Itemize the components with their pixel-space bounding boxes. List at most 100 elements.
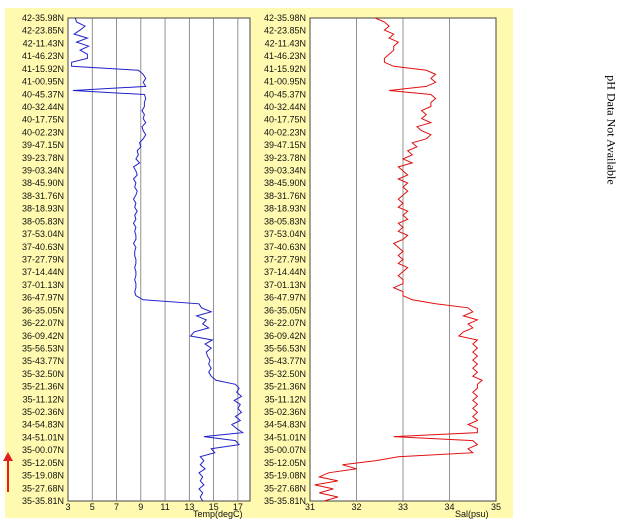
sal-latitude-label: 40-32.44N — [264, 102, 306, 112]
temperature-plot-area — [67, 17, 251, 502]
sal-latitude-label: 35-32.50N — [264, 369, 306, 379]
sal-latitude-label: 39-23.78N — [264, 153, 306, 163]
temperature-gridlines — [91, 18, 239, 501]
temp-latitude-label: 38-05.83N — [22, 216, 64, 226]
temp-latitude-label: 35-27.68N — [22, 483, 64, 493]
temp-latitude-label: 35-21.36N — [22, 382, 64, 392]
temp-latitude-label: 35-19.08N — [22, 471, 64, 481]
temp-latitude-label: 36-22.07N — [22, 318, 64, 328]
temp-latitude-label: 38-31.76N — [22, 191, 64, 201]
temp-latitude-label: 35-00.07N — [22, 445, 64, 455]
temp-x-tick-label: 11 — [160, 502, 169, 512]
sal-x-tick-label: 35 — [491, 502, 501, 512]
temp-latitude-label: 34-51.01N — [22, 432, 64, 442]
temp-latitude-label: 34-54.83N — [22, 420, 64, 430]
temp-latitude-label: 37-40.63N — [22, 242, 64, 252]
sal-latitude-label: 37-14.44N — [264, 267, 306, 277]
temp-x-tick-label: 17 — [233, 502, 243, 512]
temp-latitude-label: 36-35.05N — [22, 305, 64, 315]
temp-latitude-label: 39-23.78N — [22, 153, 64, 163]
sal-latitude-label: 37-40.63N — [264, 242, 306, 252]
sal-latitude-label: 38-31.76N — [264, 191, 306, 201]
sal-latitude-label: 42-23.85N — [264, 26, 306, 36]
sal-latitude-label: 35-21.36N — [264, 382, 306, 392]
sal-latitude-label: 36-09.42N — [264, 331, 306, 341]
sal-latitude-label: 36-47.97N — [264, 293, 306, 303]
temperature-chart: 42-35.98N 42-23.85N 42-11.43N 41-46.23N 41-1… — [22, 13, 251, 519]
temp-latitude-label: 38-45.90N — [22, 178, 64, 188]
red-up-arrow-icon — [3, 452, 13, 492]
sal-latitude-label: 38-18.93N — [264, 204, 306, 214]
temp-latitude-label: 35-02.36N — [22, 407, 64, 417]
sal-latitude-label: 35-43.77N — [264, 356, 306, 366]
temp-latitude-label: 42-35.98N — [22, 13, 64, 23]
temp-latitude-label: 42-11.43N — [23, 38, 64, 48]
sal-latitude-label: 42-11.43N — [265, 38, 306, 48]
temperature-latitude-labels: 42-35.98N 42-23.85N 42-11.43N 41-46.23N 41-1… — [22, 13, 64, 506]
salinity-latitude-labels: 42-35.98N 42-23.85N 42-11.43N 41-46.23N 41-1… — [264, 13, 306, 506]
sal-latitude-label: 40-45.37N — [264, 89, 306, 99]
sal-x-tick-label: 32 — [351, 502, 361, 512]
sal-latitude-label: 38-05.83N — [264, 216, 306, 226]
temp-latitude-label: 37-14.44N — [22, 267, 64, 277]
temp-latitude-label: 38-18.93N — [22, 204, 64, 214]
temp-latitude-label: 40-02.23N — [22, 127, 64, 137]
temp-latitude-label: 37-53.04N — [22, 229, 64, 239]
sal-latitude-label: 35-35.81N — [264, 496, 306, 506]
temp-latitude-label: 35-56.53N — [22, 343, 64, 353]
temperature-x-tick-labels: 3 5 7 9 11 13 15 17 — [65, 502, 242, 512]
temp-latitude-label: 40-17.75N — [22, 115, 64, 125]
sal-latitude-label: 38-45.90N — [264, 178, 306, 188]
temp-x-tick-label: 3 — [65, 502, 70, 512]
sal-latitude-label: 36-22.07N — [264, 318, 306, 328]
sal-x-tick-label: 34 — [444, 502, 454, 512]
sal-latitude-label: 35-27.68N — [264, 483, 306, 493]
temp-latitude-label: 35-12.05N — [22, 458, 64, 468]
sal-latitude-label: 40-17.75N — [264, 115, 306, 125]
salinity-chart: 42-35.98N 42-23.85N 42-11.43N 41-46.23N 41-1… — [264, 13, 501, 519]
sal-latitude-label: 34-54.83N — [264, 420, 306, 430]
temperature-x-axis-title: Temp(degC) — [193, 509, 243, 519]
sal-latitude-label: 41-46.23N — [264, 51, 306, 61]
sal-latitude-label: 37-01.13N — [264, 280, 306, 290]
sal-latitude-label: 42-35.98N — [264, 13, 306, 23]
sal-latitude-label: 35-19.08N — [264, 471, 306, 481]
temp-latitude-label: 40-32.44N — [22, 102, 64, 112]
sal-latitude-label: 35-12.05N — [264, 458, 306, 468]
temp-x-tick-label: 13 — [184, 502, 194, 512]
sal-latitude-label: 40-02.23N — [264, 127, 306, 137]
temp-latitude-label: 35-11.12N — [23, 394, 64, 404]
temp-latitude-label: 41-15.92N — [22, 64, 64, 74]
sal-latitude-label: 39-03.34N — [264, 166, 306, 176]
temp-latitude-label: 36-09.42N — [22, 331, 64, 341]
sal-latitude-label: 35-11.12N — [265, 394, 306, 404]
sal-x-tick-label: 33 — [398, 502, 408, 512]
temp-latitude-label: 35-43.77N — [22, 356, 64, 366]
temp-latitude-label: 40-45.37N — [22, 89, 64, 99]
temp-x-tick-label: 9 — [138, 502, 143, 512]
sal-latitude-label: 41-00.95N — [264, 77, 306, 87]
temp-latitude-label: 39-47.15N — [22, 140, 64, 150]
salinity-series-line — [314, 17, 484, 502]
temp-x-tick-label: 5 — [90, 502, 95, 512]
temp-latitude-label: 41-00.95N — [22, 77, 64, 87]
temp-latitude-label: 36-47.97N — [22, 293, 64, 303]
temp-latitude-label: 37-01.13N — [22, 280, 64, 290]
sal-latitude-label: 34-51.01N — [264, 432, 306, 442]
temp-x-tick-label: 15 — [209, 502, 219, 512]
temp-x-tick-label: 7 — [114, 502, 119, 512]
sal-latitude-label: 37-53.04N — [264, 229, 306, 239]
sal-latitude-label: 35-00.07N — [264, 445, 306, 455]
sal-latitude-label: 36-35.05N — [264, 305, 306, 315]
sal-latitude-label: 37-27.79N — [264, 255, 306, 265]
sal-latitude-label: 35-56.53N — [264, 343, 306, 353]
temp-latitude-label: 35-32.50N — [22, 369, 64, 379]
temp-latitude-label: 41-46.23N — [22, 51, 64, 61]
salinity-x-tick-labels: 31 32 33 34 35 — [305, 502, 501, 512]
salinity-x-axis-title: Sal(psu) — [455, 509, 489, 519]
sal-x-tick-label: 31 — [305, 502, 315, 512]
ph-unavailable-label: pH Data Not Available — [604, 75, 619, 185]
temp-latitude-label: 37-27.79N — [22, 255, 64, 265]
ph-unavailable-note: pH Data Not Available — [596, 60, 626, 200]
